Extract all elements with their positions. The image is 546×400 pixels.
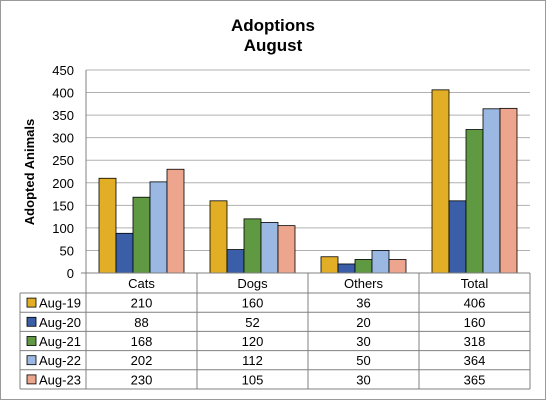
legend-key	[26, 336, 37, 346]
legend-label: Aug-22	[39, 353, 81, 368]
data-label: 168	[131, 334, 153, 349]
category-label: Dogs	[237, 276, 268, 291]
legend-key	[26, 374, 37, 385]
legend-key	[26, 355, 37, 366]
y-tick-label: 100	[52, 221, 74, 236]
category-label: Cats	[128, 276, 155, 291]
data-label: 364	[464, 353, 486, 368]
data-label: 365	[464, 372, 486, 387]
plot-area: 0 50 100 150 200 250 300 350 400 450 Cats Dogs Other…	[19, 63, 531, 390]
bar	[243, 218, 262, 274]
y-tick-label: 0	[67, 266, 74, 281]
bar	[149, 181, 168, 274]
bar	[320, 256, 339, 274]
data-label: 112	[242, 353, 263, 368]
bar	[260, 222, 279, 274]
bar	[465, 129, 484, 274]
legend-key	[26, 297, 37, 308]
data-label: 160	[464, 315, 486, 330]
y-tick-label: 400	[52, 86, 74, 101]
bar	[388, 259, 407, 274]
legend-label: Aug-23	[39, 372, 81, 387]
legend-label: Aug-20	[39, 315, 81, 330]
legend-label: Aug-21	[39, 334, 81, 349]
category-label: Total	[461, 276, 489, 291]
data-label: 30	[356, 334, 370, 349]
data-label: 202	[131, 353, 153, 368]
bar	[226, 249, 245, 274]
bar	[431, 89, 450, 274]
y-tick-label: 250	[52, 153, 74, 168]
chart-title: Adoptions	[231, 16, 315, 35]
y-tick-label: 200	[52, 176, 74, 191]
data-label: 30	[356, 372, 370, 387]
bar	[166, 168, 185, 274]
data-label: 318	[464, 334, 486, 349]
legend-key	[26, 316, 37, 327]
bar	[371, 250, 390, 274]
y-tick-label: 50	[60, 243, 74, 258]
bar	[337, 263, 356, 274]
bar	[354, 259, 373, 274]
bar	[448, 200, 467, 274]
bar	[482, 108, 501, 274]
data-label: 210	[131, 296, 153, 311]
bar	[132, 196, 151, 274]
bar	[115, 232, 134, 274]
data-label: 105	[242, 372, 264, 387]
bar	[499, 107, 518, 274]
data-label: 88	[134, 315, 148, 330]
data-label: 120	[242, 334, 264, 349]
bar	[209, 200, 228, 274]
data-label: 50	[356, 353, 370, 368]
data-label: 160	[242, 296, 264, 311]
bar	[98, 177, 117, 274]
data-label: 52	[245, 315, 259, 330]
y-tick-label: 450	[52, 63, 74, 78]
y-tick-label: 150	[52, 198, 74, 213]
chart-subtitle: August	[244, 36, 303, 55]
y-axis-label: Adopted Animals	[22, 119, 37, 225]
bar	[277, 225, 296, 274]
data-label: 406	[464, 296, 486, 311]
data-label: 20	[356, 315, 370, 330]
y-tick-label: 350	[52, 108, 74, 123]
category-label: Others	[344, 276, 384, 291]
legend-label: Aug-19	[39, 296, 81, 311]
data-label: 230	[131, 372, 153, 387]
data-label: 36	[356, 296, 370, 311]
y-tick-label: 300	[52, 131, 74, 146]
